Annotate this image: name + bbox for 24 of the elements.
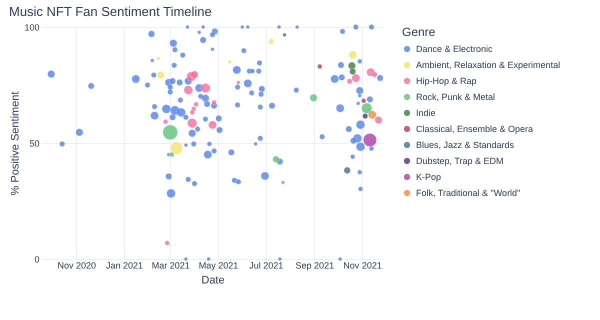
legend-label: Indie — [416, 108, 436, 118]
y-tick-label: 0 — [34, 254, 40, 264]
x-tick-label: Jul 2021 — [249, 260, 284, 270]
x-tick-label: Nov 2021 — [343, 260, 382, 270]
chart-title: Music NFT Fan Sentiment Timeline — [8, 4, 212, 19]
x-tick-label: Jan 2021 — [106, 260, 144, 270]
legend-label: Folk, Traditional & "World" — [416, 188, 520, 198]
x-tick-label: May 2021 — [198, 260, 238, 270]
legend-label: Dubstep, Trap & EDM — [416, 156, 504, 166]
legend-label: Rock, Punk & Metal — [416, 92, 496, 102]
legend-label: Ambient, Relaxation & Experimental — [416, 60, 560, 70]
legend-label: Dance & Electronic — [416, 44, 494, 54]
x-tick-label: Mar 2021 — [152, 260, 190, 270]
y-tick-label: 100 — [24, 22, 40, 32]
legend-title: Genre — [402, 25, 436, 39]
legend-label: Blues, Jazz & Standards — [416, 140, 515, 150]
legend-label: Hip-Hop & Rap — [416, 76, 477, 86]
y-axis-title: % Positive Sentiment — [9, 92, 22, 196]
legend-label: Classical, Ensemble & Opera — [416, 124, 534, 134]
legend-label: K-Pop — [416, 172, 442, 182]
x-axis-title: Date — [201, 274, 225, 286]
x-tick-label: Nov 2020 — [57, 260, 96, 270]
y-tick-label: 50 — [29, 138, 40, 148]
x-tick-label: Sep 2021 — [296, 260, 334, 270]
